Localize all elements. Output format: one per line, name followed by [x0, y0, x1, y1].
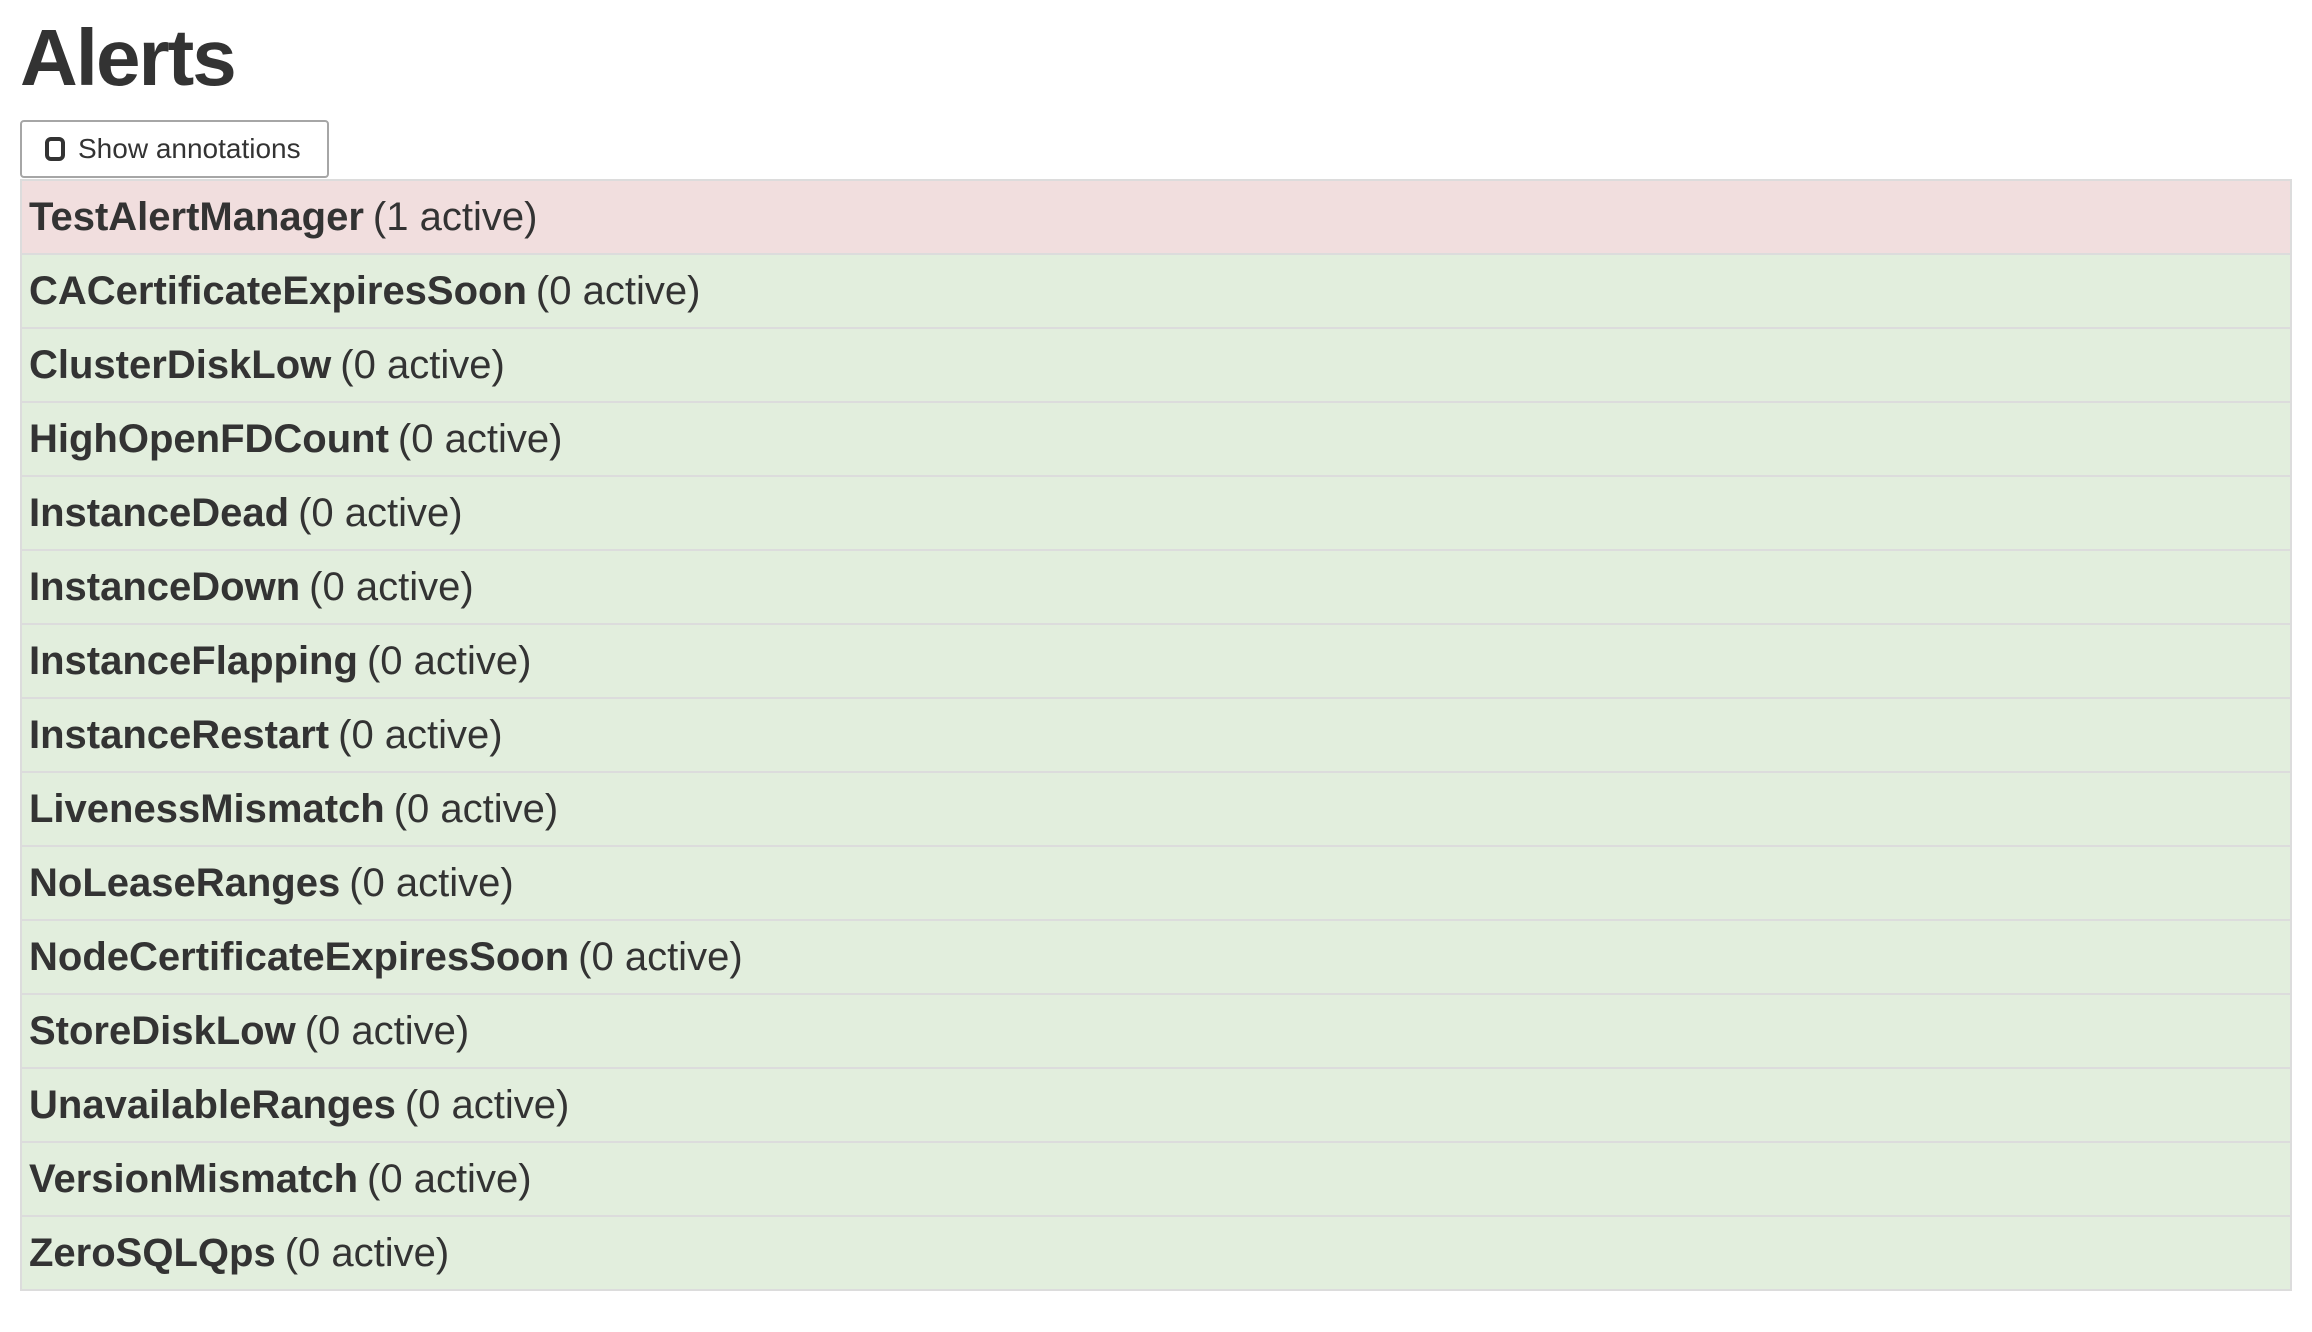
alert-count: (0 active)	[397, 417, 563, 461]
alert-count: (0 active)	[309, 565, 474, 609]
alert-row[interactable]: UnavailableRanges (0 active)	[22, 1067, 2290, 1141]
alert-row[interactable]: InstanceDown (0 active)	[22, 549, 2290, 623]
alert-count: (0 active)	[284, 1231, 450, 1275]
alert-count: (0 active)	[349, 861, 514, 905]
alert-name: InstanceDown	[29, 565, 301, 609]
alert-row[interactable]: TestAlertManager (1 active)	[22, 181, 2290, 253]
alert-name: HighOpenFDCount	[29, 417, 389, 461]
alert-name: NoLeaseRanges	[29, 861, 341, 905]
alert-row[interactable]: CACertificateExpiresSoon (0 active)	[22, 253, 2290, 327]
alert-count: (0 active)	[340, 343, 505, 387]
alert-name: ZeroSQLQps	[29, 1231, 276, 1275]
alert-name: TestAlertManager	[29, 195, 364, 239]
alert-count: (0 active)	[393, 787, 559, 831]
alert-name: InstanceDead	[29, 491, 290, 535]
page-title: Alerts	[20, 13, 237, 102]
alert-count: (1 active)	[372, 195, 538, 239]
alert-name: NodeCertificateExpiresSoon	[29, 935, 570, 979]
alert-row[interactable]: NoLeaseRanges (0 active)	[22, 845, 2290, 919]
checkbox-unchecked-icon	[45, 137, 65, 161]
alert-count: (0 active)	[338, 713, 503, 757]
alert-count: (0 active)	[366, 639, 532, 683]
show-annotations-label: Show annotations	[78, 133, 301, 164]
alert-name: InstanceRestart	[29, 713, 330, 757]
alert-name: CACertificateExpiresSoon	[29, 269, 527, 313]
alerts-page: Alerts Show annotations TestAlertManager…	[20, 13, 2292, 1291]
alert-row[interactable]: InstanceFlapping (0 active)	[22, 623, 2290, 697]
alert-name: UnavailableRanges	[29, 1083, 396, 1127]
alerts-table: TestAlertManager (1 active) CACertificate…	[20, 179, 2292, 1291]
alert-count: (0 active)	[367, 1157, 532, 1201]
alert-row[interactable]: HighOpenFDCount (0 active)	[22, 401, 2290, 475]
alert-row[interactable]: StoreDiskLow (0 active)	[22, 993, 2290, 1067]
alert-name: StoreDiskLow	[29, 1009, 296, 1053]
alert-count: (0 active)	[304, 1009, 470, 1053]
alert-name: LivenessMismatch	[29, 787, 385, 831]
alert-name: ClusterDiskLow	[29, 343, 332, 387]
alert-row[interactable]: VersionMismatch (0 active)	[22, 1141, 2290, 1215]
alert-row[interactable]: ZeroSQLQps (0 active)	[22, 1215, 2290, 1289]
alert-row[interactable]: ClusterDiskLow (0 active)	[22, 327, 2290, 401]
show-annotations-button[interactable]: Show annotations	[20, 120, 329, 178]
alert-count: (0 active)	[535, 269, 701, 313]
alert-row[interactable]: InstanceRestart (0 active)	[22, 697, 2290, 771]
alert-name: VersionMismatch	[29, 1157, 359, 1201]
alert-count: (0 active)	[298, 491, 463, 535]
alert-row[interactable]: NodeCertificateExpiresSoon (0 active)	[22, 919, 2290, 993]
alert-row[interactable]: InstanceDead (0 active)	[22, 475, 2290, 549]
alert-count: (0 active)	[578, 935, 743, 979]
alert-name: InstanceFlapping	[29, 639, 358, 683]
alert-count: (0 active)	[404, 1083, 570, 1127]
alert-row[interactable]: LivenessMismatch (0 active)	[22, 771, 2290, 845]
